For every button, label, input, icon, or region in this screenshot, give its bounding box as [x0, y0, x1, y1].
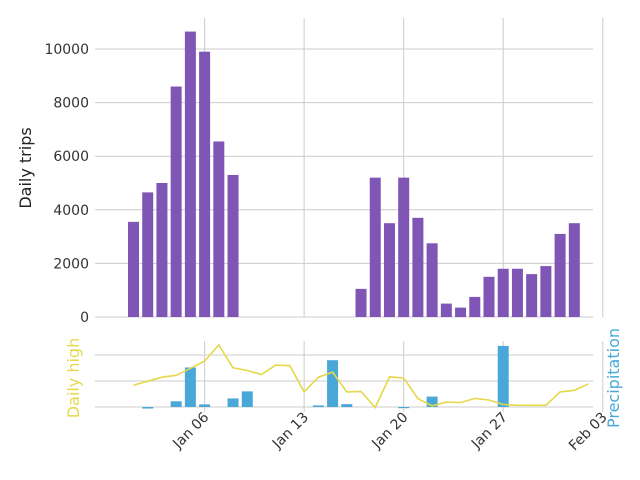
- trips-y-tick-label: 0: [80, 310, 89, 326]
- precipitation-bar: [312, 405, 324, 407]
- trips-bar: [455, 307, 467, 317]
- trips-bar: [440, 303, 452, 317]
- trips-bar: [213, 141, 225, 317]
- trips-y-ticks: 0 2000 4000 6000 8000 10000: [44, 42, 89, 326]
- precipitation-bar: [497, 345, 509, 407]
- trips-y-tick-label: 2000: [53, 256, 89, 272]
- precipitation-bar: [327, 360, 339, 407]
- trips-bar: [355, 288, 367, 317]
- precipitation-bar: [184, 367, 196, 407]
- precipitation-bar: [426, 396, 438, 407]
- trips-bar: [156, 183, 168, 317]
- trips-bar: [227, 174, 239, 317]
- daily-high-line-group: [133, 343, 589, 409]
- trips-bar: [184, 31, 196, 318]
- weather-gridlines: [95, 341, 604, 408]
- trips-bar: [369, 177, 381, 317]
- precipitation-bar: [341, 404, 353, 407]
- trips-y-tick-label: 8000: [53, 96, 89, 112]
- x-tick-label: Jan 06: [169, 409, 212, 452]
- precipitation-bars: [142, 345, 509, 409]
- precipitation-bar: [170, 401, 182, 407]
- trips-y-tick-label: 4000: [53, 203, 89, 219]
- trips-bar: [383, 223, 395, 317]
- precipitation-bar: [227, 398, 239, 407]
- trips-bar: [568, 223, 580, 317]
- trips-y-axis-label: Daily trips: [16, 127, 35, 208]
- trips-bar: [142, 192, 154, 317]
- daily-high-line: [133, 343, 589, 409]
- daily-high-y-axis-label: Daily high: [64, 338, 83, 418]
- trips-y-tick-label: 6000: [53, 149, 89, 165]
- trips-bar: [540, 266, 552, 317]
- trips-bar: [526, 274, 538, 317]
- precipitation-bar: [142, 407, 154, 409]
- x-axis-ticks: Jan 06 Jan 13 Jan 20 Jan 27 Feb 03: [169, 408, 611, 454]
- precipitation-bar: [199, 404, 211, 407]
- trips-bar: [170, 86, 182, 318]
- trips-bar: [128, 221, 139, 317]
- trips-bar: [554, 233, 566, 317]
- trips-bars: [128, 31, 580, 318]
- trips-bar: [469, 296, 481, 317]
- trips-bar: [497, 268, 509, 317]
- precipitation-bar: [241, 391, 253, 407]
- x-tick-label: Jan 20: [368, 410, 411, 453]
- precipitation-y-axis-label: Precipitation: [604, 328, 623, 428]
- trips-bar: [483, 276, 495, 317]
- x-tick-label: Jan 27: [468, 410, 511, 453]
- precipitation-bar: [398, 407, 410, 409]
- trips-bar: [426, 243, 438, 317]
- trips-bar: [511, 268, 523, 317]
- trips-y-tick-label: 10000: [44, 42, 89, 58]
- x-tick-label: Jan 13: [269, 410, 312, 453]
- trips-bar: [199, 51, 211, 318]
- trips-bar: [398, 177, 410, 317]
- trips-bar: [412, 217, 424, 317]
